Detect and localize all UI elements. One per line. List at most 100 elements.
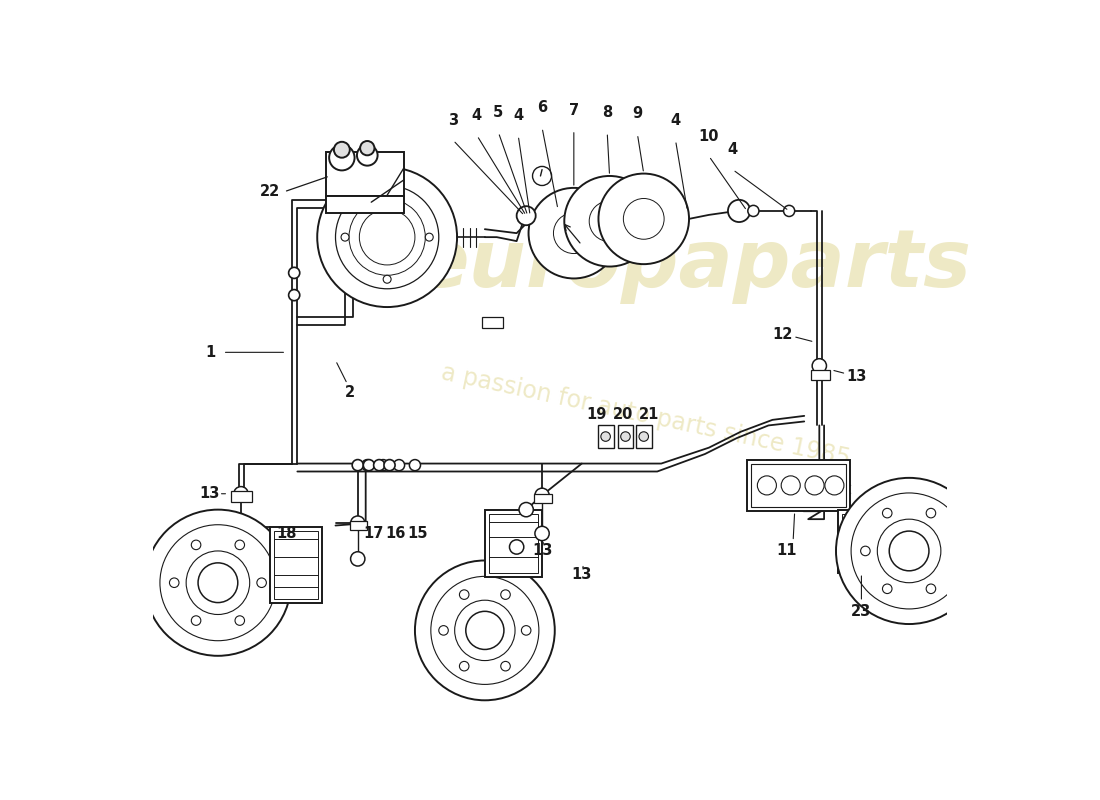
Circle shape bbox=[431, 576, 539, 685]
Circle shape bbox=[349, 199, 426, 275]
Bar bbox=[488, 514, 538, 573]
Circle shape bbox=[460, 662, 469, 671]
Circle shape bbox=[639, 432, 649, 442]
Circle shape bbox=[235, 540, 244, 550]
Circle shape bbox=[198, 563, 238, 602]
Bar bbox=[326, 152, 404, 196]
Circle shape bbox=[926, 584, 936, 594]
Circle shape bbox=[805, 476, 824, 495]
Text: 2: 2 bbox=[344, 385, 355, 399]
Text: 11: 11 bbox=[777, 543, 797, 558]
Text: 4: 4 bbox=[671, 113, 681, 128]
Circle shape bbox=[728, 200, 750, 222]
Circle shape bbox=[415, 561, 554, 700]
Circle shape bbox=[360, 210, 415, 265]
Circle shape bbox=[160, 525, 276, 641]
Text: 23: 23 bbox=[851, 604, 871, 619]
Bar bbox=[617, 426, 634, 448]
Circle shape bbox=[748, 206, 759, 217]
Bar bbox=[535, 494, 551, 503]
Circle shape bbox=[235, 616, 244, 626]
Circle shape bbox=[624, 198, 664, 239]
Circle shape bbox=[336, 186, 439, 289]
Text: 10: 10 bbox=[698, 129, 719, 144]
Circle shape bbox=[370, 220, 405, 254]
Circle shape bbox=[825, 476, 844, 495]
Circle shape bbox=[517, 206, 536, 226]
Circle shape bbox=[926, 508, 936, 518]
Bar bbox=[747, 459, 850, 511]
Circle shape bbox=[329, 145, 354, 170]
Text: 8: 8 bbox=[602, 105, 613, 120]
Text: europaparts: europaparts bbox=[415, 226, 971, 304]
Circle shape bbox=[519, 502, 534, 517]
Circle shape bbox=[383, 191, 392, 199]
Circle shape bbox=[535, 526, 549, 541]
Circle shape bbox=[529, 188, 619, 278]
Text: 18: 18 bbox=[276, 526, 297, 541]
Circle shape bbox=[590, 201, 630, 242]
Circle shape bbox=[878, 519, 940, 582]
Bar bbox=[274, 531, 318, 598]
Circle shape bbox=[317, 167, 458, 307]
Circle shape bbox=[535, 488, 549, 502]
Circle shape bbox=[500, 590, 510, 599]
Circle shape bbox=[500, 662, 510, 671]
Text: 1: 1 bbox=[205, 345, 216, 360]
Circle shape bbox=[363, 459, 374, 470]
Text: 4: 4 bbox=[472, 108, 482, 123]
Bar bbox=[597, 426, 614, 448]
Circle shape bbox=[169, 578, 179, 587]
Bar bbox=[231, 491, 252, 502]
Circle shape bbox=[351, 552, 365, 566]
Circle shape bbox=[383, 275, 392, 283]
Bar bbox=[326, 196, 404, 214]
Circle shape bbox=[836, 478, 982, 624]
Circle shape bbox=[465, 611, 504, 650]
Circle shape bbox=[783, 206, 794, 217]
Circle shape bbox=[409, 459, 420, 470]
Circle shape bbox=[288, 267, 300, 278]
Text: 21: 21 bbox=[639, 406, 660, 422]
Circle shape bbox=[889, 531, 928, 571]
Circle shape bbox=[334, 142, 350, 158]
Circle shape bbox=[882, 508, 892, 518]
Circle shape bbox=[234, 486, 249, 501]
Circle shape bbox=[360, 141, 374, 155]
Circle shape bbox=[377, 459, 388, 470]
Bar bbox=[485, 510, 542, 577]
Circle shape bbox=[352, 459, 363, 470]
Circle shape bbox=[620, 432, 630, 442]
Circle shape bbox=[145, 510, 292, 656]
Text: 20: 20 bbox=[613, 406, 634, 422]
Bar bbox=[271, 527, 322, 602]
Circle shape bbox=[257, 578, 266, 587]
Bar bbox=[350, 521, 367, 530]
Circle shape bbox=[601, 432, 610, 442]
Circle shape bbox=[186, 551, 250, 614]
Text: 7: 7 bbox=[569, 102, 579, 118]
Circle shape bbox=[454, 600, 515, 661]
Circle shape bbox=[358, 145, 377, 166]
Circle shape bbox=[598, 174, 689, 264]
Circle shape bbox=[882, 584, 892, 594]
Text: 13: 13 bbox=[572, 567, 592, 582]
Circle shape bbox=[532, 166, 551, 186]
Text: 6: 6 bbox=[537, 100, 547, 115]
Circle shape bbox=[191, 616, 201, 626]
Circle shape bbox=[288, 290, 300, 301]
Bar bbox=[837, 510, 886, 573]
Text: 13: 13 bbox=[532, 543, 552, 558]
Circle shape bbox=[860, 546, 870, 556]
Bar bbox=[483, 317, 503, 329]
Text: 12: 12 bbox=[772, 326, 793, 342]
Text: 13: 13 bbox=[200, 486, 220, 502]
Text: 16: 16 bbox=[385, 526, 405, 541]
Text: 13: 13 bbox=[847, 369, 867, 384]
Text: a passion for auto parts since 1985: a passion for auto parts since 1985 bbox=[439, 361, 852, 471]
Bar bbox=[636, 426, 651, 448]
Circle shape bbox=[362, 459, 373, 470]
Bar bbox=[751, 463, 846, 507]
Circle shape bbox=[553, 213, 594, 254]
Circle shape bbox=[374, 459, 385, 470]
